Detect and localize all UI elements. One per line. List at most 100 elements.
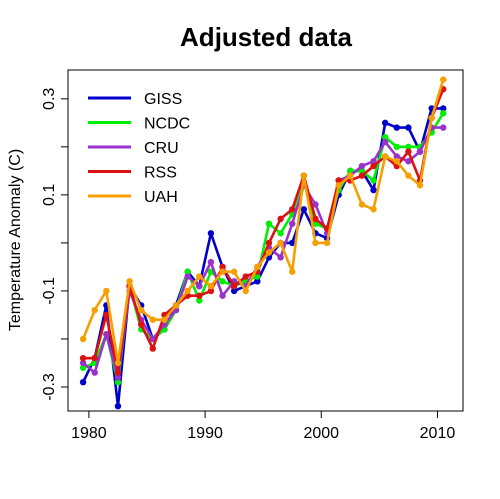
- data-point-ncdc: [393, 143, 400, 151]
- data-point-rss: [405, 148, 412, 155]
- data-point-cru: [289, 220, 296, 227]
- data-point-uah: [370, 206, 377, 213]
- legend-label-uah: UAH: [144, 189, 178, 206]
- data-point-uah: [91, 306, 98, 314]
- data-point-giss: [114, 402, 122, 410]
- data-point-uah: [405, 172, 412, 179]
- data-point-uah: [393, 158, 400, 165]
- data-point-cru: [416, 148, 424, 155]
- data-point-giss: [289, 239, 296, 247]
- data-point-ncdc: [440, 110, 447, 117]
- data-point-uah: [254, 263, 261, 271]
- y-axis-label: Temperature Anomaly (C): [7, 149, 24, 331]
- data-point-cru: [184, 273, 191, 280]
- data-point-rss: [103, 311, 110, 319]
- data-point-ncdc: [370, 177, 377, 184]
- data-point-ncdc: [184, 268, 191, 275]
- y-tick-label: 0.3: [41, 88, 58, 110]
- data-point-giss: [381, 119, 389, 127]
- data-point-rss: [207, 287, 215, 295]
- data-point-uah: [335, 182, 342, 189]
- data-point-cru: [103, 330, 110, 338]
- legend-label-ncdc: NCDC: [144, 116, 190, 133]
- data-point-rss: [277, 215, 284, 223]
- data-point-ncdc: [347, 167, 354, 175]
- y-tick-label: -0.3: [41, 373, 58, 401]
- data-point-rss: [370, 162, 377, 170]
- data-point-cru: [79, 359, 87, 367]
- plot-area: 1980 1990 2000 2010 -0.3 -0.1 0.1 0.3: [41, 69, 464, 442]
- data-point-ncdc: [114, 378, 122, 386]
- series-line-uah: [81, 79, 445, 365]
- data-point-ncdc: [312, 220, 319, 227]
- data-point-uah: [219, 268, 226, 275]
- data-point-cru: [405, 158, 412, 165]
- data-point-rss: [114, 369, 122, 376]
- legend: GISS NCDC CRU RSS UAH: [88, 91, 190, 206]
- data-point-uah: [149, 316, 157, 323]
- data-point-cru: [277, 254, 284, 261]
- data-point-ncdc: [254, 273, 261, 280]
- data-point-rss: [149, 345, 157, 352]
- data-point-giss: [300, 206, 308, 213]
- data-point-rss: [91, 354, 98, 362]
- data-point-cru: [91, 369, 98, 376]
- x-tick-label: 1980: [71, 425, 107, 442]
- data-point-giss: [230, 287, 238, 295]
- data-point-giss: [393, 124, 400, 131]
- data-point-ncdc: [265, 220, 273, 227]
- data-point-giss: [254, 278, 261, 285]
- data-point-giss: [440, 105, 447, 112]
- data-point-uah: [242, 287, 249, 295]
- data-point-giss: [405, 124, 412, 131]
- legend-label-rss: RSS: [144, 165, 177, 182]
- data-point-uah: [161, 316, 168, 323]
- data-point-uah: [172, 302, 180, 309]
- data-point-uah: [230, 268, 238, 275]
- data-point-cru: [381, 138, 389, 146]
- data-point-ncdc: [381, 134, 389, 141]
- data-point-uah: [103, 287, 110, 295]
- data-point-rss: [137, 321, 145, 328]
- data-point-cru: [312, 201, 319, 208]
- data-point-ncdc: [405, 143, 412, 151]
- data-point-cru: [207, 258, 215, 266]
- data-point-uah: [416, 182, 424, 189]
- x-tick-label: 2010: [420, 425, 456, 442]
- data-point-giss: [79, 378, 87, 386]
- data-point-uah: [207, 282, 215, 290]
- legend-label-giss: GISS: [144, 91, 182, 108]
- data-point-uah: [347, 172, 354, 179]
- data-point-rss: [358, 172, 366, 179]
- data-point-rss: [312, 215, 319, 223]
- data-point-ncdc: [196, 297, 203, 304]
- data-point-rss: [289, 206, 296, 213]
- data-point-cru: [440, 124, 447, 131]
- data-point-rss: [219, 263, 226, 271]
- data-point-ncdc: [79, 364, 87, 371]
- y-tick-label: -0.1: [41, 277, 58, 305]
- data-point-uah: [428, 114, 435, 122]
- data-point-uah: [126, 278, 133, 285]
- data-point-uah: [323, 239, 331, 247]
- data-point-ncdc: [219, 278, 226, 285]
- data-point-uah: [440, 76, 447, 83]
- data-point-cru: [393, 153, 400, 160]
- data-point-giss: [207, 230, 215, 237]
- data-point-uah: [184, 287, 191, 295]
- data-point-uah: [312, 239, 319, 247]
- data-point-cru: [196, 282, 203, 290]
- data-point-rss: [79, 354, 87, 362]
- data-point-cru: [370, 158, 377, 165]
- data-point-rss: [242, 273, 249, 280]
- data-point-cru: [114, 374, 122, 381]
- data-point-rss: [196, 292, 203, 299]
- data-point-giss: [370, 186, 377, 194]
- data-point-uah: [358, 201, 366, 208]
- data-point-ncdc: [277, 230, 284, 237]
- data-point-uah: [114, 359, 122, 367]
- data-point-rss: [230, 282, 238, 290]
- x-tick-label: 1990: [187, 425, 223, 442]
- data-point-uah: [277, 239, 284, 247]
